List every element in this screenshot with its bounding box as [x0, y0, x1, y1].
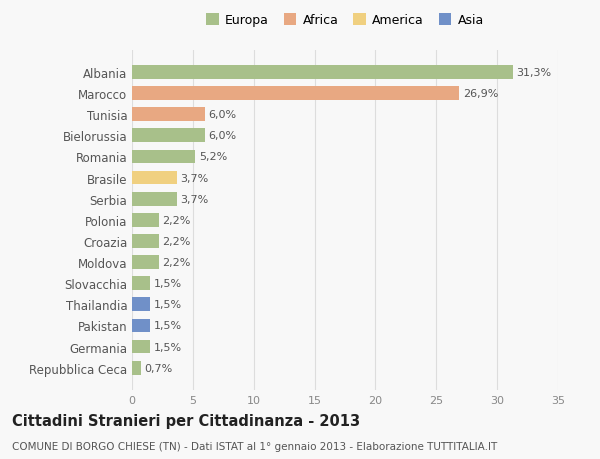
- Text: 0,7%: 0,7%: [144, 363, 172, 373]
- Bar: [132, 150, 195, 164]
- Bar: [132, 298, 150, 312]
- Text: 31,3%: 31,3%: [517, 68, 552, 78]
- Bar: [132, 361, 140, 375]
- Bar: [132, 213, 159, 227]
- Bar: [132, 256, 159, 269]
- Text: 2,2%: 2,2%: [163, 215, 191, 225]
- Legend: Europa, Africa, America, Asia: Europa, Africa, America, Asia: [201, 9, 489, 32]
- Text: 2,2%: 2,2%: [163, 236, 191, 246]
- Text: 3,7%: 3,7%: [181, 194, 209, 204]
- Bar: [132, 319, 150, 333]
- Text: 26,9%: 26,9%: [463, 89, 499, 99]
- Text: 1,5%: 1,5%: [154, 300, 182, 310]
- Bar: [132, 108, 205, 122]
- Text: 3,7%: 3,7%: [181, 173, 209, 183]
- Bar: [132, 340, 150, 353]
- Text: 1,5%: 1,5%: [154, 342, 182, 352]
- Bar: [132, 171, 177, 185]
- Text: 1,5%: 1,5%: [154, 279, 182, 289]
- Text: COMUNE DI BORGO CHIESE (TN) - Dati ISTAT al 1° gennaio 2013 - Elaborazione TUTTI: COMUNE DI BORGO CHIESE (TN) - Dati ISTAT…: [12, 441, 497, 451]
- Text: Cittadini Stranieri per Cittadinanza - 2013: Cittadini Stranieri per Cittadinanza - 2…: [12, 413, 360, 428]
- Text: 5,2%: 5,2%: [199, 152, 227, 162]
- Text: 6,0%: 6,0%: [209, 131, 237, 141]
- Bar: [132, 129, 205, 143]
- Bar: [132, 235, 159, 248]
- Text: 6,0%: 6,0%: [209, 110, 237, 120]
- Bar: [132, 66, 513, 79]
- Bar: [132, 192, 177, 206]
- Bar: [132, 277, 150, 291]
- Text: 2,2%: 2,2%: [163, 257, 191, 268]
- Text: 1,5%: 1,5%: [154, 321, 182, 330]
- Bar: [132, 87, 460, 101]
